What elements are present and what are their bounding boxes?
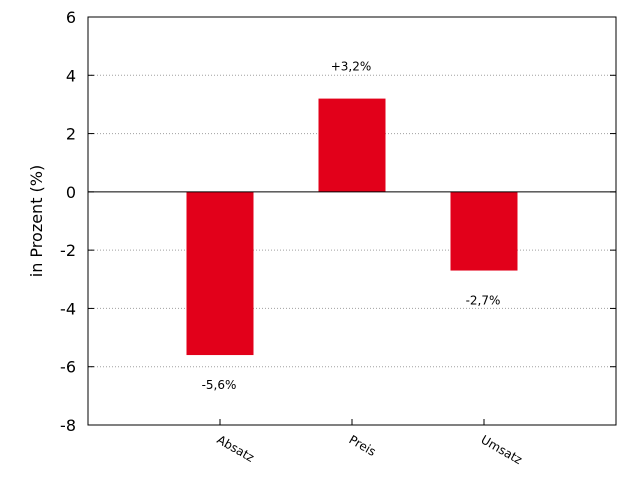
- plot-frame: [87, 16, 617, 426]
- x-tick-label: Preis: [347, 432, 379, 458]
- data-label: -2,7%: [466, 294, 501, 308]
- y-tick-label: -6: [60, 358, 76, 377]
- y-tick-label: 6: [66, 8, 76, 27]
- y-tick-label: 0: [66, 183, 76, 202]
- y-tick-label: 4: [66, 66, 76, 85]
- y-tick-label: 2: [66, 125, 76, 144]
- y-axis: 6 4 2 0 -2 -4 -6 -8: [60, 8, 616, 435]
- data-labels: -5,6% +3,2% -2,7%: [202, 60, 501, 392]
- data-label: -5,6%: [202, 378, 237, 392]
- x-axis: Absatz Preis Umsatz: [215, 432, 525, 467]
- y-axis-title: in Prozent (%): [27, 165, 46, 277]
- bar: [186, 191, 254, 356]
- plot-border: [87, 16, 617, 426]
- data-label: +3,2%: [331, 60, 372, 74]
- bars: [186, 98, 518, 356]
- x-tick-label: Absatz: [215, 432, 257, 464]
- y-tick-label: -2: [60, 241, 76, 260]
- x-tick-label: Umsatz: [479, 432, 525, 467]
- y-tick-label: -8: [60, 416, 76, 435]
- bar: [318, 98, 386, 192]
- y-tick-label: -4: [60, 299, 76, 318]
- bar: [450, 191, 518, 271]
